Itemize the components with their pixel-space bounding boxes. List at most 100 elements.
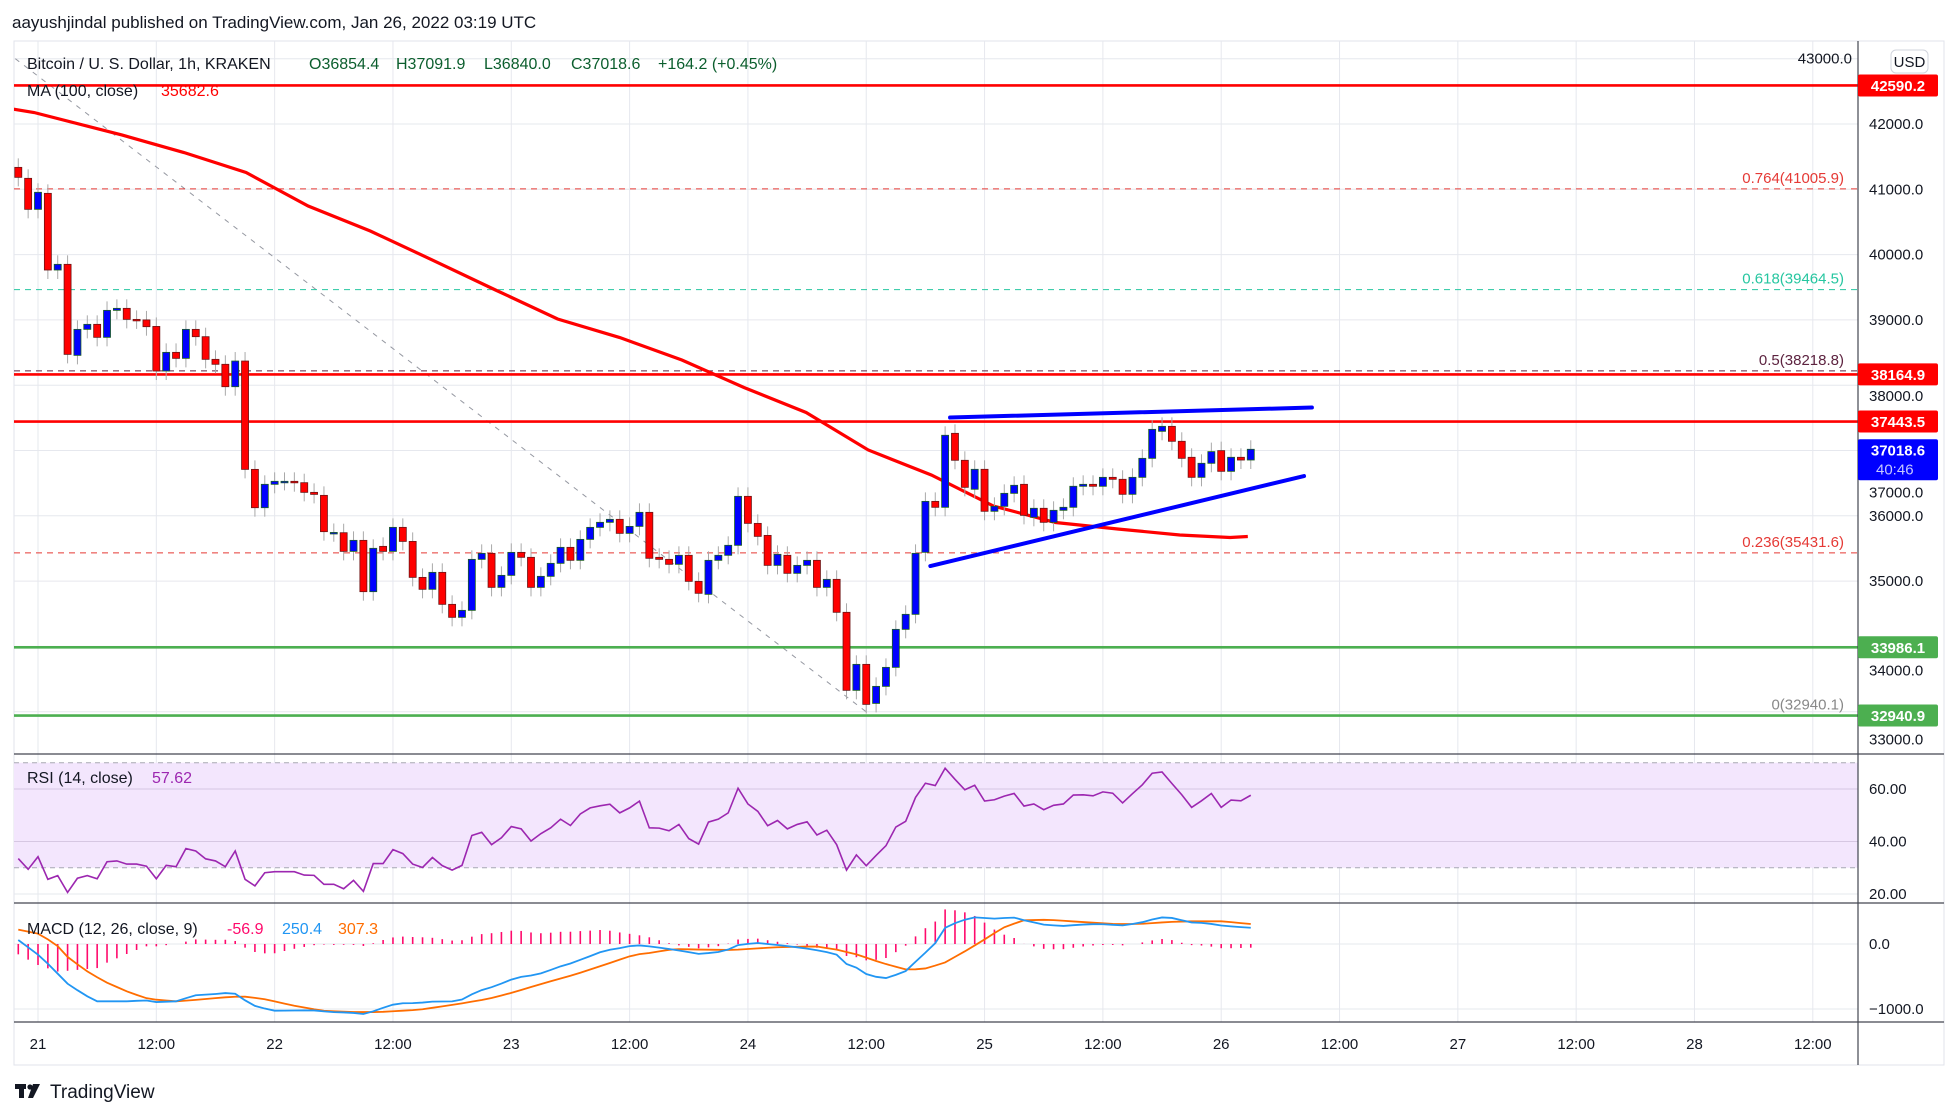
- rsi-legend[interactable]: RSI (14, close) 57.62: [27, 770, 192, 787]
- candle[interactable]: [300, 473, 309, 502]
- macd-path[interactable]: [17, 916, 1251, 1015]
- candle[interactable]: [842, 603, 851, 700]
- candle[interactable]: [704, 551, 713, 604]
- tradingview-logo[interactable]: TradingView: [15, 1082, 155, 1103]
- candle[interactable]: [586, 518, 595, 549]
- candles[interactable]: [14, 158, 1255, 714]
- candle[interactable]: [1079, 475, 1088, 496]
- ma-100-path[interactable]: [12, 107, 1248, 540]
- candle[interactable]: [793, 556, 802, 583]
- candle[interactable]: [1020, 475, 1028, 525]
- candle[interactable]: [152, 317, 161, 381]
- candle[interactable]: [1246, 440, 1255, 470]
- candle[interactable]: [744, 487, 752, 533]
- candle[interactable]: [980, 460, 989, 521]
- candle[interactable]: [655, 548, 664, 569]
- rsi-path[interactable]: [17, 766, 1252, 894]
- candle[interactable]: [872, 677, 880, 713]
- candle[interactable]: [990, 497, 999, 521]
- candle[interactable]: [329, 523, 338, 542]
- candle[interactable]: [251, 460, 259, 517]
- candle[interactable]: [724, 536, 733, 565]
- fib-diagonal[interactable]: [15, 58, 872, 717]
- candle[interactable]: [14, 158, 23, 187]
- trendlines[interactable]: [928, 405, 1314, 569]
- candle[interactable]: [290, 472, 299, 492]
- candle[interactable]: [832, 570, 841, 622]
- currency-button[interactable]: USD: [1890, 49, 1929, 74]
- candle[interactable]: [83, 315, 92, 339]
- candle[interactable]: [389, 518, 397, 561]
- candle[interactable]: [527, 548, 535, 597]
- candle[interactable]: [53, 255, 62, 280]
- macd-legend[interactable]: MACD (12, 26, close, 9) -56.9 250.4 307.…: [27, 921, 378, 938]
- candle[interactable]: [783, 546, 792, 583]
- candle[interactable]: [753, 514, 762, 546]
- candle[interactable]: [1108, 468, 1117, 489]
- candle[interactable]: [162, 343, 171, 381]
- candle[interactable]: [536, 567, 545, 597]
- candle[interactable]: [339, 523, 348, 561]
- candle[interactable]: [172, 343, 180, 368]
- candle[interactable]: [458, 601, 466, 627]
- candle[interactable]: [1177, 432, 1186, 468]
- candle[interactable]: [605, 510, 614, 532]
- candle[interactable]: [1098, 468, 1107, 496]
- candle[interactable]: [280, 472, 289, 491]
- candle[interactable]: [635, 503, 644, 536]
- candle[interactable]: [734, 487, 742, 555]
- candle[interactable]: [852, 655, 861, 700]
- candle[interactable]: [122, 299, 131, 329]
- candle[interactable]: [428, 563, 437, 599]
- candle[interactable]: [1187, 448, 1196, 487]
- candle[interactable]: [665, 550, 673, 574]
- candle[interactable]: [1049, 501, 1058, 532]
- main-legend[interactable]: Bitcoin / U. S. Dollar, 1h, KRAKEN O3685…: [27, 56, 777, 100]
- candle[interactable]: [576, 530, 585, 570]
- trendline-lower-support[interactable]: [928, 474, 1307, 569]
- candle[interactable]: [467, 550, 476, 620]
- candle[interactable]: [773, 545, 782, 575]
- candle[interactable]: [517, 543, 526, 567]
- candle[interactable]: [369, 539, 378, 601]
- macd-signal-path[interactable]: [18, 918, 1251, 1013]
- candle[interactable]: [566, 538, 575, 570]
- candle[interactable]: [1227, 448, 1235, 481]
- candle[interactable]: [398, 518, 407, 551]
- candle[interactable]: [813, 551, 821, 597]
- candle[interactable]: [320, 486, 328, 541]
- candle[interactable]: [675, 546, 683, 574]
- candle[interactable]: [1197, 454, 1206, 487]
- candle[interactable]: [201, 327, 210, 369]
- candle[interactable]: [862, 655, 871, 714]
- candle[interactable]: [546, 554, 555, 586]
- candle[interactable]: [221, 355, 230, 396]
- candle[interactable]: [1148, 420, 1157, 468]
- candle[interactable]: [763, 526, 772, 575]
- candle[interactable]: [803, 551, 811, 575]
- candle[interactable]: [1069, 477, 1078, 517]
- candle[interactable]: [596, 513, 604, 537]
- axes[interactable]: 43000.0 42000.0 41000.0 40000.0 39000.0 38000…: [30, 51, 1924, 1053]
- candle[interactable]: [438, 563, 447, 614]
- candle[interactable]: [270, 472, 279, 494]
- candle[interactable]: [73, 320, 82, 365]
- candle[interactable]: [1029, 499, 1038, 527]
- candle[interactable]: [63, 255, 72, 364]
- candle[interactable]: [241, 352, 249, 479]
- candle[interactable]: [181, 320, 190, 368]
- candle[interactable]: [901, 605, 910, 639]
- candle[interactable]: [260, 475, 269, 517]
- candle[interactable]: [487, 544, 496, 597]
- candle[interactable]: [310, 483, 318, 504]
- candle[interactable]: [1039, 499, 1048, 532]
- candle[interactable]: [1059, 498, 1068, 520]
- candle[interactable]: [231, 352, 240, 396]
- candle[interactable]: [1207, 442, 1216, 473]
- candle[interactable]: [822, 570, 831, 597]
- trendline-upper-resistance[interactable]: [948, 405, 1314, 420]
- candle[interactable]: [714, 546, 723, 570]
- candle[interactable]: [951, 424, 959, 470]
- candle[interactable]: [911, 544, 920, 624]
- candle[interactable]: [132, 310, 141, 329]
